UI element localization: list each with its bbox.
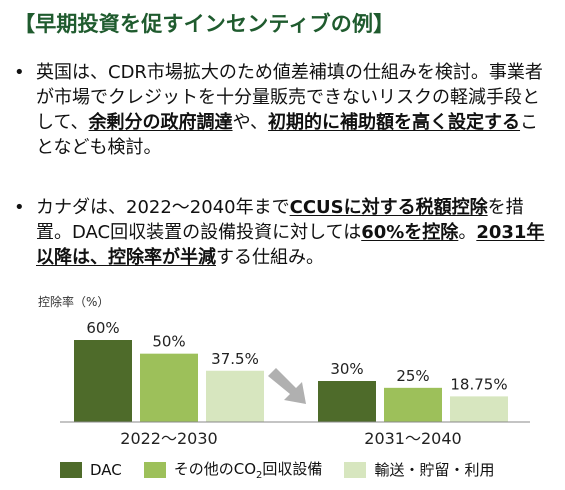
bar-period2-series1 (318, 381, 376, 422)
legend-swatch (143, 461, 166, 478)
text-segment: する仕組み。 (216, 247, 324, 268)
bar-period2-series3 (450, 396, 508, 422)
emphasis-ccus-tax-credit: CCUSに対する税額控除 (289, 197, 488, 218)
bar-value-label: 18.75% (450, 375, 507, 393)
text-segment: 英国は、CDR市場拡大のため値差補填の仕組みを検討。事業者が市場でクレジットを十… (36, 62, 543, 133)
bullet-dot: • (14, 62, 25, 83)
bar-value-label: 30% (330, 360, 363, 378)
bar-period1-series2 (140, 353, 198, 422)
bullet-canada: • カナダは、2022～2040年までCCUSに対する税額控除を措置。DAC回収… (14, 195, 556, 270)
legend-item-other-co2: その他のCO2回収設備 (143, 458, 323, 481)
text-segment: や、 (232, 112, 269, 133)
bar-period2-series2 (384, 387, 442, 422)
legend-label-suffix: 回収設備 (262, 460, 323, 478)
legend-label-subscript: 2 (256, 470, 263, 481)
bar-value-label: 37.5% (211, 350, 259, 368)
page-title: 【早期投資を促すインセンティブの例】 (14, 12, 395, 36)
emphasis-halved-rate: 2031年以降は、控除率が半減 (36, 222, 545, 268)
transition-arrow-icon (268, 368, 306, 404)
text-segment: カナダは、2022～2040年まで (36, 197, 290, 218)
text-segment: を措置。DAC回収装置の設備投資に対しては (36, 197, 524, 243)
bar-period1-series1 (74, 340, 132, 422)
chart-legend: DAC その他のCO2回収設備 輸送・貯留・利用 (60, 458, 516, 481)
bullet-dot: • (14, 197, 25, 218)
bullet-text: カナダは、2022～2040年までCCUSに対する税額控除を措置。DAC回収装置… (36, 195, 556, 270)
bullet-uk: • 英国は、CDR市場拡大のため値差補填の仕組みを検討。事業者が市場でクレジット… (14, 60, 556, 160)
legend-label-prefix: その他のCO (173, 460, 257, 478)
emphasis-initial-subsidy: 初期的に補助額を高く設定する (268, 112, 521, 133)
bar-value-label: 25% (396, 367, 429, 385)
legend-swatch (344, 461, 367, 478)
bar-period1-series3 (206, 370, 264, 422)
emphasis-60-credit: 60%を控除 (361, 222, 459, 243)
category-label: 2031～2040 (364, 429, 461, 448)
y-axis-label: 控除率（%） (38, 294, 109, 309)
bullet-text: 英国は、CDR市場拡大のため値差補填の仕組みを検討。事業者が市場でクレジットを十… (36, 60, 556, 160)
text-segment: 。 (458, 222, 477, 243)
legend-label: DAC (90, 460, 122, 479)
legend-label: 輸送・貯留・利用 (374, 461, 495, 479)
emphasis-surplus-procurement: 余剰分の政府調達 (88, 112, 233, 133)
bar-value-label: 60% (86, 319, 119, 337)
legend-item-dac: DAC (60, 461, 122, 479)
legend-swatch (60, 461, 82, 478)
legend-label: その他のCO2回収設備 (174, 458, 323, 481)
category-label: 2022～2030 (120, 429, 217, 448)
text-segment: ことなども検討。 (36, 112, 539, 158)
bar-value-label: 50% (152, 333, 185, 351)
legend-item-transport: 輸送・貯留・利用 (344, 459, 494, 480)
